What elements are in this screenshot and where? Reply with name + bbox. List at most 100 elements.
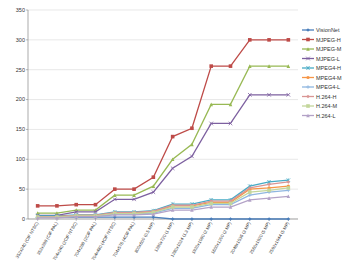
legend-marker [306, 95, 310, 99]
marker [113, 193, 117, 197]
grid-line [28, 99, 298, 100]
y-tick-label: 200 [16, 96, 25, 102]
marker [190, 155, 194, 159]
x-tick [153, 219, 154, 221]
y-tick-label: 100 [16, 156, 25, 162]
legend-marker [306, 85, 310, 89]
grid-line [28, 69, 298, 70]
legend-label: H.264-L [316, 113, 336, 119]
legend-marker [306, 57, 310, 61]
legend-label: MJPEG-H [316, 37, 341, 43]
series-line [38, 188, 289, 217]
grid-line [28, 10, 298, 11]
marker [229, 103, 233, 107]
marker [132, 193, 136, 197]
y-tick-label: 250 [16, 67, 25, 73]
marker [287, 186, 291, 190]
marker [74, 215, 78, 219]
x-tick-label: 2560x1920 (5 MP) [249, 221, 272, 255]
marker [152, 212, 156, 216]
marker [248, 190, 252, 194]
marker [113, 187, 117, 191]
marker [171, 166, 175, 170]
series-line [38, 190, 289, 217]
x-tick-label: 800x600 (0.5 MP) [133, 221, 155, 254]
grid-line [28, 159, 298, 160]
marker [36, 216, 40, 220]
x-tick-label: 1920x1080 (2 MP) [191, 221, 214, 255]
legend-marker [306, 76, 309, 79]
marker [171, 135, 175, 139]
marker [229, 64, 233, 68]
y-tick-label: 350 [16, 7, 25, 13]
legend-label: MJPEG-M [316, 46, 342, 52]
marker [287, 93, 291, 97]
marker [209, 103, 213, 107]
x-tick-label: 2592x1944 (5 MP) [268, 221, 291, 255]
x-tick-label: 2048x1536 (3 MP) [229, 221, 252, 255]
marker [267, 196, 271, 200]
grid-line [28, 129, 298, 130]
marker [171, 157, 175, 161]
marker [287, 217, 291, 221]
marker [113, 213, 117, 217]
legend-label: MPEG4-M [316, 75, 342, 81]
y-tick-label: 150 [16, 126, 25, 132]
marker [209, 122, 213, 126]
plot-area [36, 38, 290, 221]
marker [209, 64, 213, 68]
marker [248, 64, 252, 68]
marker [248, 186, 252, 190]
x-tick-label: 1600x1200 (2 MP) [210, 221, 233, 255]
marker [267, 183, 271, 187]
legend-marker [306, 28, 310, 32]
marker [152, 190, 156, 194]
x-tick-label: 704x576 (4CIF PAL) [112, 221, 136, 258]
marker [287, 64, 291, 68]
marker [132, 197, 136, 201]
y-tick-label: 50 [19, 186, 25, 192]
marker [152, 184, 156, 188]
marker [267, 189, 271, 193]
legend-marker [306, 66, 310, 70]
legend-line [302, 77, 314, 78]
y-tick-label: 300 [16, 37, 25, 43]
marker [190, 126, 194, 130]
marker [190, 208, 194, 212]
marker [55, 204, 59, 208]
legend-marker [306, 38, 310, 42]
x-tick [95, 219, 96, 221]
marker [229, 217, 233, 221]
chart-svg: 050100150200250300350352x240 (CIF NTSC)3… [0, 0, 353, 264]
x-tick [134, 219, 135, 221]
marker [74, 203, 78, 207]
marker [248, 217, 252, 221]
marker [267, 64, 271, 68]
marker [267, 217, 271, 221]
marker [36, 204, 40, 208]
marker [94, 203, 98, 207]
marker [94, 215, 98, 219]
marker [229, 122, 233, 126]
marker [209, 205, 213, 209]
series-line [38, 95, 289, 216]
marker [171, 217, 175, 221]
y-tick-label: 0 [22, 216, 25, 222]
marker [152, 175, 156, 179]
x-tick [114, 219, 115, 221]
x-tick [76, 219, 77, 221]
x-tick-label: 1280x720 (1 MP) [153, 221, 174, 253]
marker [190, 143, 194, 147]
legend-label: MPEG4-H [316, 65, 341, 71]
legend-label: H.264-H [316, 94, 337, 100]
marker [287, 180, 291, 184]
legend-label: MJPEG-L [316, 56, 340, 62]
marker [171, 208, 175, 212]
marker [287, 195, 291, 199]
marker [229, 202, 233, 206]
legend-label: MPEG4-L [316, 84, 340, 90]
marker [287, 38, 291, 42]
legend-marker [306, 114, 310, 118]
marker [132, 213, 136, 217]
chart: 050100150200250300350352x240 (CIF NTSC)3… [0, 0, 353, 264]
